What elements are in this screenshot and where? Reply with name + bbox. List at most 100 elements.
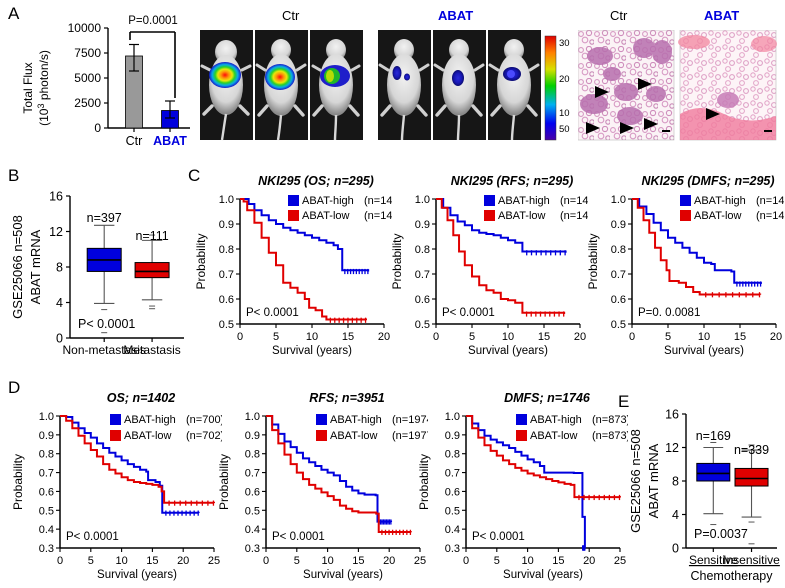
box-category-label: Sensitive [689, 553, 738, 567]
km-x-tick-label: 10 [306, 331, 318, 343]
km-y-tick-label: 0.5 [219, 319, 234, 331]
km-y-tick-label: 1.0 [611, 194, 626, 206]
panel-b-box-chart: GSE25066 n=508 ABAT mRNA 0 4 8 12 16 n=397 Non-m… [8, 182, 190, 360]
km-y-tick-label: 0.7 [415, 269, 430, 281]
km-x-tick-label: 0 [433, 331, 439, 343]
km-x-tick-label: 0 [237, 331, 243, 343]
km-xlabel: Survival (years) [664, 345, 744, 357]
legend-n: (n=873) [592, 430, 628, 442]
box-category-label: Non-metastasis [63, 343, 146, 357]
km-xlabel: Survival (years) [303, 569, 383, 581]
km-ylabel: Probability [218, 454, 231, 510]
km-y-tick-label: 0.3 [445, 543, 460, 555]
panel-c-chart-1: NKI295 (RFS; n=295) 0.5 0.6 0.7 0.8 0.9 1.0 0 5 1… [392, 175, 588, 360]
km-title: NKI295 (RFS; n=295) [451, 175, 574, 188]
km-x-tick-label: 15 [538, 331, 550, 343]
km-x-tick-label: 5 [294, 555, 300, 567]
km-y-tick-label: 1.0 [445, 411, 460, 423]
legend-swatch [110, 414, 121, 425]
legend-swatch [288, 210, 299, 221]
legend-n: (n=148) [560, 195, 588, 207]
panel-d-chart-2: DMFS; n=1746 0.3 0.4 0.5 0.6 0.7 0.8 0.9 1.0 0 5 10… [418, 392, 628, 584]
legend-label: ABAT-high [124, 414, 176, 426]
km-curve [632, 198, 762, 296]
km-chart-svg: NKI295 (DMFS; n=295) 0.5 0.6 0.7 0.8 0.9 1.0 0 5… [588, 175, 784, 357]
box-y-tick-label: 8 [56, 261, 63, 275]
km-x-tick-label: 25 [414, 555, 426, 567]
km-y-tick-label: 0.8 [415, 244, 430, 256]
panel-letter-c: C [188, 166, 201, 185]
legend-n: (n=1974) [392, 414, 428, 426]
box-y-tick-label: 12 [665, 441, 679, 455]
legend-label: ABAT-high [530, 414, 582, 426]
panel-letter-b: B [8, 166, 20, 185]
km-xlabel: Survival (years) [97, 569, 177, 581]
panel-letter-e: E [618, 392, 630, 411]
legend-label: ABAT-high [498, 195, 550, 207]
imaging-svg: 30000 20000 10000 5000 [200, 30, 570, 141]
legend-n: (n=147) [560, 210, 588, 222]
km-title: DMFS; n=1746 [504, 392, 591, 405]
km-title: OS; n=1402 [107, 392, 175, 405]
legend-n: (n=148) [756, 195, 784, 207]
box-y-tick-label: 12 [49, 225, 63, 239]
km-y-tick-label: 0.9 [39, 430, 54, 442]
box-ylabel-measure: ABAT mRNA [646, 443, 661, 518]
box-ylabel-dataset: GSE25066 n=508 [10, 215, 25, 319]
panel-a-bar-chart: Total Flux (103 photon/s) 0 2500 5000 7500 1… [10, 10, 195, 150]
km-y-tick-label: 0.5 [415, 319, 430, 331]
legend-swatch [288, 195, 299, 206]
imaging-group-label-ctr: Ctr [282, 8, 300, 23]
km-y-tick-label: 0.6 [219, 294, 234, 306]
bar-y-tick-label: 7500 [74, 46, 101, 60]
bar-y-tick-label: 10000 [68, 21, 102, 35]
km-x-tick-label: 20 [770, 331, 782, 343]
bar-y-tick-label: 2500 [74, 96, 101, 110]
legend-n: (n=147) [364, 210, 392, 222]
legend-label: ABAT-high [302, 195, 354, 207]
km-x-tick-label: 25 [614, 555, 626, 567]
km-x-tick-label: 0 [57, 555, 63, 567]
km-y-tick-label: 0.4 [445, 524, 460, 536]
legend-label: ABAT-low [302, 210, 350, 222]
legend-swatch [680, 195, 691, 206]
legend-label: ABAT-low [124, 430, 172, 442]
km-x-tick-label: 20 [583, 555, 595, 567]
km-xlabel: Survival (years) [272, 345, 352, 357]
km-y-tick-label: 1.0 [219, 194, 234, 206]
box-n-label: n=111 [135, 229, 168, 243]
box-y-tick-label: 16 [665, 408, 679, 422]
colorbar-tick-label: 20000 [559, 74, 570, 85]
km-ylabel: Probability [196, 233, 208, 289]
km-x-tick-label: 5 [494, 555, 500, 567]
legend-n: (n=873) [592, 414, 628, 426]
km-x-tick-label: 15 [552, 555, 564, 567]
box-pvalue: P=0.0037 [694, 527, 748, 541]
km-x-tick-label: 15 [146, 555, 158, 567]
legend-label: ABAT-high [330, 414, 382, 426]
km-y-tick-label: 0.6 [445, 486, 460, 498]
legend-label: ABAT-low [498, 210, 546, 222]
bar-x-label: ABAT [153, 134, 187, 148]
km-chart-svg: NKI295 (OS; n=295) 0.5 0.6 0.7 0.8 0.9 1.0 0 5 10… [196, 175, 392, 357]
panel-d-chart-1: RFS; n=3951 0.3 0.4 0.5 0.6 0.7 0.8 0.9 1.0 0 5 10 1… [218, 392, 428, 584]
significance-bracket [129, 31, 176, 98]
km-y-tick-label: 0.9 [219, 219, 234, 231]
legend-swatch [484, 195, 495, 206]
km-x-tick-label: 10 [521, 555, 533, 567]
km-y-tick-label: 0.5 [611, 319, 626, 331]
boxplot-b-svg: GSE25066 n=508 ABAT mRNA 0 4 8 12 16 n=397 Non-m… [10, 190, 184, 357]
km-y-tick-label: 0.7 [245, 468, 260, 480]
legend-swatch [516, 430, 527, 441]
histology-image-ctr [578, 30, 675, 141]
bar-y-tick-label: 0 [94, 121, 101, 135]
histology-image-abat [678, 30, 777, 141]
bar-x-label: Ctr [126, 134, 143, 148]
km-curve [240, 198, 370, 272]
km-x-tick-label: 0 [263, 555, 269, 567]
km-curve [466, 415, 586, 548]
box-y-tick-label: 8 [672, 475, 679, 489]
km-y-tick-label: 0.5 [245, 505, 260, 517]
km-x-tick-label: 5 [665, 331, 671, 343]
histology-label-ctr: Ctr [610, 8, 628, 23]
